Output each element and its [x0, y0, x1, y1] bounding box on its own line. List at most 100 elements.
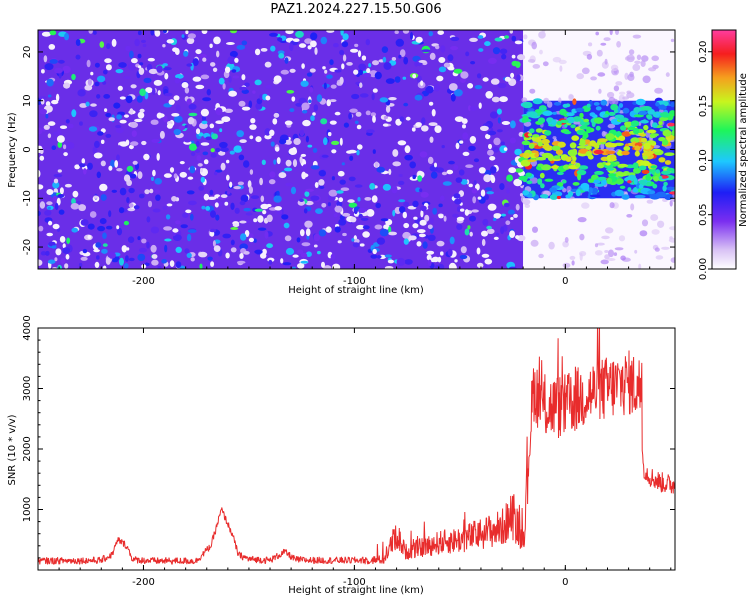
spectrogram-speckle	[304, 191, 310, 197]
spectrogram-speckle	[372, 115, 376, 123]
spectrogram-speckle	[603, 37, 611, 41]
spectrogram-speckle	[125, 95, 133, 104]
spectrogram-speckle	[105, 112, 112, 118]
spectrogram-speckle	[602, 161, 607, 166]
spectrogram-speckle	[317, 250, 321, 255]
spectrogram-y-tick-label: 10	[22, 94, 33, 107]
spectrogram-speckle	[96, 171, 102, 179]
spectrogram-speckle	[364, 197, 372, 201]
spectrogram-speckle	[130, 173, 137, 179]
spectrogram-speckle	[313, 104, 318, 112]
spectrogram-speckle	[383, 115, 388, 120]
spectrogram-speckle	[342, 232, 347, 237]
spectrogram-xlabel: Height of straight line (km)	[288, 285, 424, 296]
spectrogram-speckle	[51, 245, 57, 249]
spectrogram-speckle	[643, 124, 649, 131]
spectrogram-speckle	[485, 133, 491, 140]
spectrogram-speckle	[254, 79, 262, 86]
spectrogram-speckle	[243, 207, 251, 212]
spectrogram-speckle	[459, 254, 468, 260]
spectrogram-speckle	[200, 142, 210, 146]
spectrogram-y-tick-label: 20	[22, 46, 33, 59]
spectrogram-speckle	[254, 48, 261, 56]
spectrogram-speckle	[38, 96, 47, 100]
spectrogram-speckle	[260, 48, 268, 52]
spectrogram-speckle	[588, 187, 593, 194]
spectrogram-speckle	[467, 83, 474, 89]
spectrogram-speckle	[65, 253, 70, 260]
spectrogram-speckle	[252, 90, 256, 94]
spectrogram-speckle	[618, 235, 626, 242]
spectrogram-speckle	[462, 132, 469, 140]
spectrogram-speckle	[250, 195, 260, 200]
spectrogram-speckle	[489, 111, 498, 119]
spectrogram-speckle	[528, 59, 536, 63]
spectrogram-speckle	[607, 123, 616, 129]
spectrogram-speckle	[639, 133, 647, 137]
spectrogram-speckle	[346, 62, 353, 66]
spectrogram-speckle	[164, 238, 172, 242]
spectrogram-speckle	[262, 248, 267, 255]
spectrogram-speckle	[462, 124, 466, 129]
spectrogram-speckle	[283, 222, 290, 229]
spectrogram-speckle	[534, 109, 542, 114]
spectrogram-speckle	[641, 137, 647, 143]
spectrogram-speckle	[581, 67, 590, 75]
spectrogram-speckle	[233, 145, 243, 153]
spectrogram-speckle	[360, 217, 369, 221]
spectrogram-speckle	[142, 43, 147, 48]
spectrogram-speckle	[232, 223, 240, 227]
spectrogram-speckle	[87, 78, 92, 86]
spectrogram-speckle	[508, 167, 517, 174]
spectrogram-speckle	[81, 158, 86, 164]
spectrogram-speckle	[399, 116, 405, 122]
spectrogram-speckle	[111, 189, 118, 193]
spectrogram-speckle	[264, 231, 269, 239]
spectrogram-speckle	[270, 141, 275, 147]
spectrogram-speckle	[454, 198, 462, 205]
spectrogram-speckle	[666, 167, 675, 172]
spectrogram-speckle	[627, 174, 637, 181]
spectrogram-speckle	[137, 253, 146, 262]
spectrogram-speckle	[486, 225, 492, 230]
spectrogram-speckle	[449, 236, 455, 245]
spectrogram-speckle	[556, 120, 562, 126]
spectrogram-speckle	[236, 130, 244, 138]
spectrogram-speckle	[590, 142, 598, 147]
spectrogram-speckle	[45, 113, 49, 119]
spectrogram-speckle	[295, 30, 304, 38]
spectrogram-speckle	[218, 77, 225, 85]
spectrogram-speckle	[559, 65, 563, 72]
spectrogram-speckle	[323, 265, 332, 269]
spectrogram-speckle	[199, 53, 207, 58]
spectrogram-speckle	[59, 125, 68, 129]
spectrogram-speckle	[565, 156, 572, 162]
spectrogram-speckle	[108, 210, 112, 218]
spectrogram-speckle	[310, 165, 320, 170]
spectrogram-speckle	[276, 190, 280, 196]
spectrogram-speckle	[186, 98, 192, 105]
spectrogram-speckle	[527, 159, 536, 163]
spectrogram-speckle	[487, 149, 494, 156]
spectrogram-speckle	[589, 194, 601, 198]
spectrogram-speckle	[179, 171, 187, 178]
spectrogram-speckle	[442, 181, 452, 186]
spectrogram-speckle	[562, 164, 571, 170]
spectrogram-speckle	[484, 194, 489, 200]
spectrogram-speckle	[628, 49, 635, 55]
spectrogram-speckle	[133, 205, 140, 210]
spectrogram-speckle	[522, 190, 530, 196]
spectrogram-speckle	[650, 133, 659, 137]
spectrogram-speckle	[245, 212, 253, 216]
spectrogram-speckle	[269, 129, 275, 136]
spectrogram-speckle	[339, 49, 345, 56]
spectrogram-speckle	[481, 230, 488, 237]
spectrogram-speckle	[486, 228, 495, 234]
spectrogram-speckle	[404, 259, 413, 265]
spectrogram-speckle	[185, 209, 192, 214]
spectrogram-speckle	[102, 243, 108, 247]
spectrogram-speckle	[606, 177, 613, 185]
spectrogram-speckle	[306, 235, 310, 240]
spectrogram-speckle	[420, 191, 429, 198]
spectrogram-speckle	[480, 125, 489, 131]
